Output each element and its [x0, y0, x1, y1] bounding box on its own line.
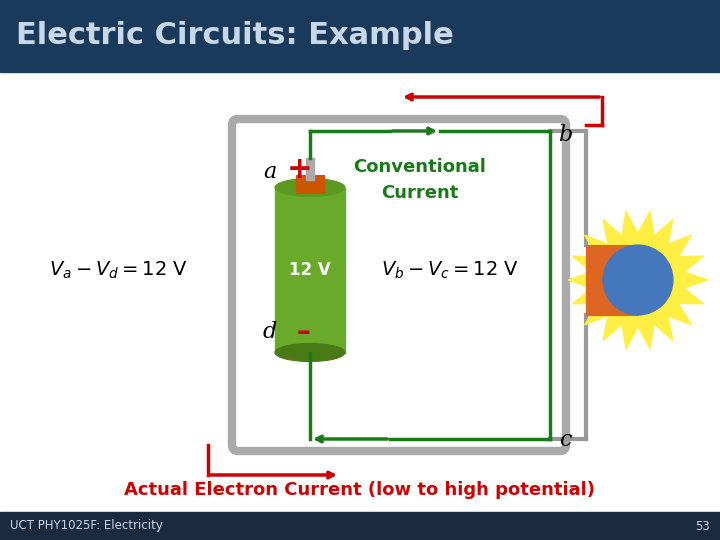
Text: d: d — [263, 321, 277, 343]
Bar — [0, 0, 720, 72]
Text: Actual Electron Current (low to high potential): Actual Electron Current (low to high pot… — [125, 481, 595, 499]
Bar — [306, 158, 314, 179]
Bar — [296, 174, 324, 192]
Bar — [0, 512, 720, 540]
Bar — [275, 187, 345, 353]
Text: 12 V: 12 V — [289, 261, 331, 279]
FancyBboxPatch shape — [232, 119, 566, 451]
Text: $V_b - V_c = 12\ \mathrm{V}$: $V_b - V_c = 12\ \mathrm{V}$ — [381, 259, 519, 281]
Text: Conventional
Current: Conventional Current — [354, 159, 487, 201]
Text: 53: 53 — [696, 519, 710, 532]
Circle shape — [603, 245, 673, 315]
Text: UCT PHY1025F: Electricity: UCT PHY1025F: Electricity — [10, 519, 163, 532]
Polygon shape — [568, 211, 708, 349]
Text: b: b — [558, 124, 572, 146]
Text: –: – — [296, 319, 310, 347]
Ellipse shape — [275, 343, 345, 361]
Text: Electric Circuits: Example: Electric Circuits: Example — [16, 22, 454, 51]
Ellipse shape — [275, 179, 345, 197]
Bar — [586, 245, 638, 315]
Text: c: c — [559, 429, 571, 451]
Text: a: a — [264, 161, 276, 184]
Text: +: + — [287, 155, 312, 184]
Text: $V_a - V_d = 12\ \mathrm{V}$: $V_a - V_d = 12\ \mathrm{V}$ — [48, 259, 187, 281]
Bar — [0, 72, 720, 512]
